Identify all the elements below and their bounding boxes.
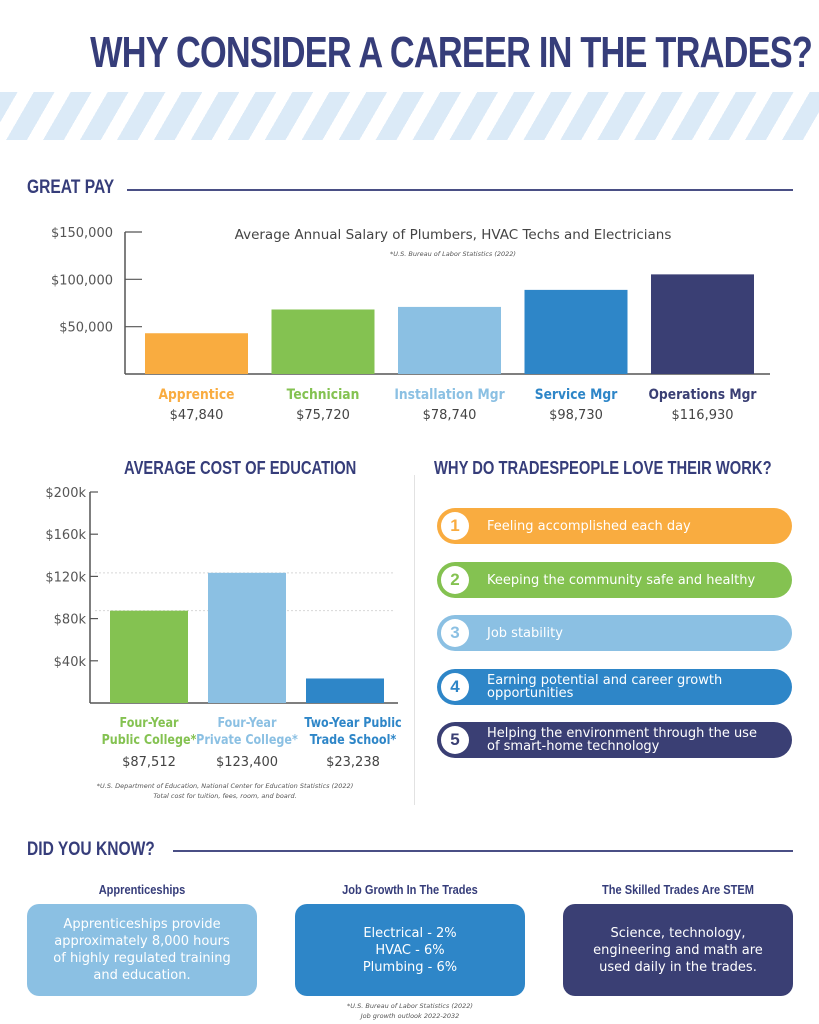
reason-item-1: 1 Feeling accomplished each day: [437, 508, 792, 544]
card-line: engineering and math are: [593, 942, 763, 958]
education-footnote-line2: Total cost for tuition, fees, room, and …: [153, 792, 297, 800]
card-heading-stem: The Skilled Trades Are STEM: [602, 882, 754, 897]
value-label: $98,730: [549, 408, 603, 423]
bar-education-3: [306, 678, 384, 703]
bar-installation-mgr: [398, 306, 501, 374]
number-badge: 5: [441, 726, 469, 754]
reason-item-2: 2 Keeping the community safe and healthy: [437, 562, 792, 598]
category-label: Private College*: [196, 732, 298, 747]
category-label: Service Mgr: [535, 387, 618, 403]
card-line: of highly regulated training: [53, 951, 231, 966]
number-badge: 3: [441, 619, 469, 647]
reason-item-3: 3 Job stability: [437, 615, 792, 651]
y-tick-label: $150,000: [51, 226, 113, 241]
card-heading-job-growth: Job Growth In The Trades: [342, 882, 478, 897]
value-label: $87,512: [122, 755, 176, 770]
value-label: $75,720: [296, 408, 350, 423]
reason-item-5: 5 Helping the environment through the us…: [437, 722, 792, 758]
education-heading: AVERAGE COST OF EDUCATION: [124, 458, 357, 478]
education-footnote-line1: *U.S. Department of Education, National …: [96, 782, 354, 790]
card-job-growth: Electrical - 2% HVAC - 6% Plumbing - 6%: [295, 904, 525, 996]
category-label: Apprentice: [158, 387, 234, 403]
y-tick-label: $80k: [54, 613, 87, 628]
reason-text: Feeling accomplished each day: [487, 518, 691, 534]
y-tick-label: $120k: [45, 570, 86, 585]
education-chart: $40k $80k $120k $160k $200k Four-Year Public C…: [45, 486, 401, 770]
card-line: Plumbing - 6%: [362, 959, 458, 975]
great-pay-heading: GREAT PAY: [27, 177, 115, 198]
category-label: Installation Mgr: [394, 387, 505, 403]
column-divider: [414, 475, 415, 805]
job-growth-footnote-line1: *U.S. Bureau of Labor Statistics (2022): [347, 1002, 473, 1010]
chart-subtitle: *U.S. Bureau of Labor Statistics (2022): [390, 250, 516, 258]
page-title: WHY CONSIDER A CAREER IN THE TRADES?: [90, 28, 813, 77]
category-label: Technician: [287, 387, 360, 403]
value-label: $116,930: [671, 408, 733, 423]
reason-text: Helping the environment through the use …: [487, 726, 757, 754]
value-label: $78,740: [423, 408, 477, 423]
value-label: $23,238: [326, 755, 380, 770]
card-heading-apprenticeships: Apprenticeships: [98, 882, 186, 897]
value-label: $123,400: [216, 755, 278, 770]
reason-item-4: 4 Earning potential and career growth op…: [437, 669, 792, 705]
education-footnote: *U.S. Department of Education, National …: [60, 781, 390, 801]
job-growth-footnote-line2: Job growth outlook 2022-2032: [360, 1012, 460, 1020]
did-you-know-divider: [173, 850, 793, 852]
y-tick-label: $40k: [54, 655, 87, 670]
card-line: Science, technology,: [610, 925, 746, 941]
card-line: HVAC - 6%: [375, 942, 445, 958]
decorative-stripe-band: [0, 92, 819, 140]
bar-apprentice: [145, 333, 248, 374]
category-label: Four-Year: [120, 715, 179, 730]
bar-education-1: [110, 610, 188, 703]
number-badge: 2: [441, 566, 469, 594]
bar-technician: [271, 309, 375, 374]
card-line: approximately 8,000 hours: [54, 934, 230, 949]
category-label: Public College*: [102, 732, 197, 747]
reason-text: Job stability: [487, 625, 563, 641]
love-work-heading: WHY DO TRADESPEOPLE LOVE THEIR WORK?: [434, 458, 772, 478]
bar-service-mgr: [524, 289, 628, 374]
salary-chart: $50,000 $100,000 $150,000 Average Annual Sa…: [51, 226, 770, 423]
reason-text: Earning potential and career growth oppo…: [487, 673, 723, 701]
card-line: Apprenticeships provide: [63, 917, 221, 932]
number-badge: 1: [441, 512, 469, 540]
card-apprenticeships: Apprenticeships provide approximately 8,…: [27, 904, 257, 996]
bar-education-2: [208, 572, 286, 703]
category-label: Trade School*: [310, 732, 397, 747]
card-line: used daily in the trades.: [599, 959, 757, 975]
bar-operations-mgr: [651, 274, 754, 374]
category-label: Four-Year: [218, 715, 277, 730]
y-tick-label: $100,000: [51, 273, 113, 288]
y-tick-label: $200k: [45, 486, 86, 501]
did-you-know-heading: DID YOU KNOW?: [27, 839, 155, 860]
category-label: Two-Year Public: [304, 715, 401, 730]
number-badge: 4: [441, 673, 469, 701]
category-label: Operations Mgr: [648, 387, 757, 403]
card-stem: Science, technology, engineering and mat…: [563, 904, 793, 996]
y-tick-label: $160k: [45, 528, 86, 543]
job-growth-footnote: *U.S. Bureau of Labor Statistics (2022) …: [295, 1001, 525, 1021]
card-line: Electrical - 2%: [363, 925, 457, 941]
reason-text: Keeping the community safe and healthy: [487, 572, 756, 588]
value-label: $47,840: [170, 408, 224, 423]
y-tick-label: $50,000: [59, 321, 113, 336]
great-pay-divider: [127, 189, 793, 191]
card-line: and education.: [93, 968, 191, 983]
chart-title: Average Annual Salary of Plumbers, HVAC …: [235, 227, 672, 243]
